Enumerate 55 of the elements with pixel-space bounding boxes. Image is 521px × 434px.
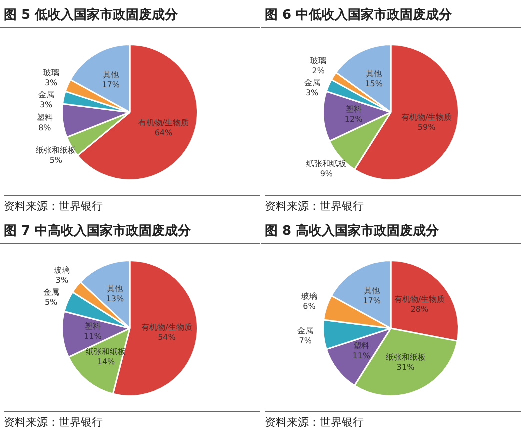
slice-label: 其他 xyxy=(107,284,124,294)
data-label: 7% xyxy=(299,336,312,346)
data-label: 14% xyxy=(97,357,116,366)
data-label: 5% xyxy=(44,298,58,308)
text: 资料来源：世界银行 xyxy=(265,195,521,214)
data-label: 2% xyxy=(312,66,326,76)
text: 资料来源：世界银行 xyxy=(4,195,260,214)
data-label: 3% xyxy=(40,100,54,110)
slice-label: 塑料 xyxy=(354,341,370,350)
data-label: 11% xyxy=(352,351,371,360)
slice-label: 玻璃 xyxy=(310,56,327,66)
data-label: 5% xyxy=(50,156,63,166)
slice-label: 金属 xyxy=(304,78,320,88)
data-label: 8% xyxy=(38,123,52,132)
data-label: 11% xyxy=(84,332,102,342)
data-label: 9% xyxy=(320,169,334,178)
text: 资料来源：世界银行 xyxy=(265,411,521,430)
chart-title: 图 8 高收入国家市政固废成分 xyxy=(261,216,521,244)
slice-label: 纸张和纸板 xyxy=(36,146,76,156)
slice-label: 其他 xyxy=(366,69,382,78)
text: 资料来源：世界银行 xyxy=(4,411,260,430)
data-label: 3% xyxy=(306,88,320,98)
data-label: 64% xyxy=(154,128,174,138)
slice-label: 其他 xyxy=(364,286,380,296)
slice-label: 塑料 xyxy=(84,322,101,332)
data-label: 28% xyxy=(410,304,429,314)
slice-label: 塑料 xyxy=(346,104,362,114)
slice-label: 纸张和纸板 xyxy=(386,352,426,362)
data-label: 13% xyxy=(106,294,124,304)
data-label: 59% xyxy=(418,122,436,132)
data-label: 12% xyxy=(344,114,364,124)
chart-title: 图 7 中高收入国家市政固废成分 xyxy=(0,216,260,244)
data-label: 54% xyxy=(158,333,176,342)
slice-label: 玻璃 xyxy=(301,292,318,302)
data-label: 15% xyxy=(365,79,384,88)
slice-label: 金属 xyxy=(298,326,314,336)
data-label: 17% xyxy=(102,80,120,90)
data-label: 6% xyxy=(303,302,316,312)
slice-label: 金属 xyxy=(43,288,60,298)
data-label: 3% xyxy=(44,78,58,88)
data-label: 17% xyxy=(363,296,382,306)
data-label: 31% xyxy=(396,362,416,372)
slice-label: 有机物/生物质 xyxy=(401,112,452,122)
chart-title: 图 5 低收入国家市政固废成分 xyxy=(0,0,260,28)
slice-label: 塑料 xyxy=(36,113,53,122)
slice-label: 有机物/生物质 xyxy=(142,323,192,332)
slice-label: 有机物/生物质 xyxy=(394,294,446,304)
data-label: 3% xyxy=(56,276,69,286)
slice-label: 其他 xyxy=(103,70,120,80)
slice-label: 有机物/生物质 xyxy=(138,118,190,128)
slice-label: 玻璃 xyxy=(43,68,60,78)
slice-label: 纸张和纸板 xyxy=(306,159,347,168)
slice-label: 金属 xyxy=(38,90,54,100)
slice-label: 玻璃 xyxy=(54,266,70,276)
chart-title: 图 6 中低收入国家市政固废成分 xyxy=(261,0,521,28)
